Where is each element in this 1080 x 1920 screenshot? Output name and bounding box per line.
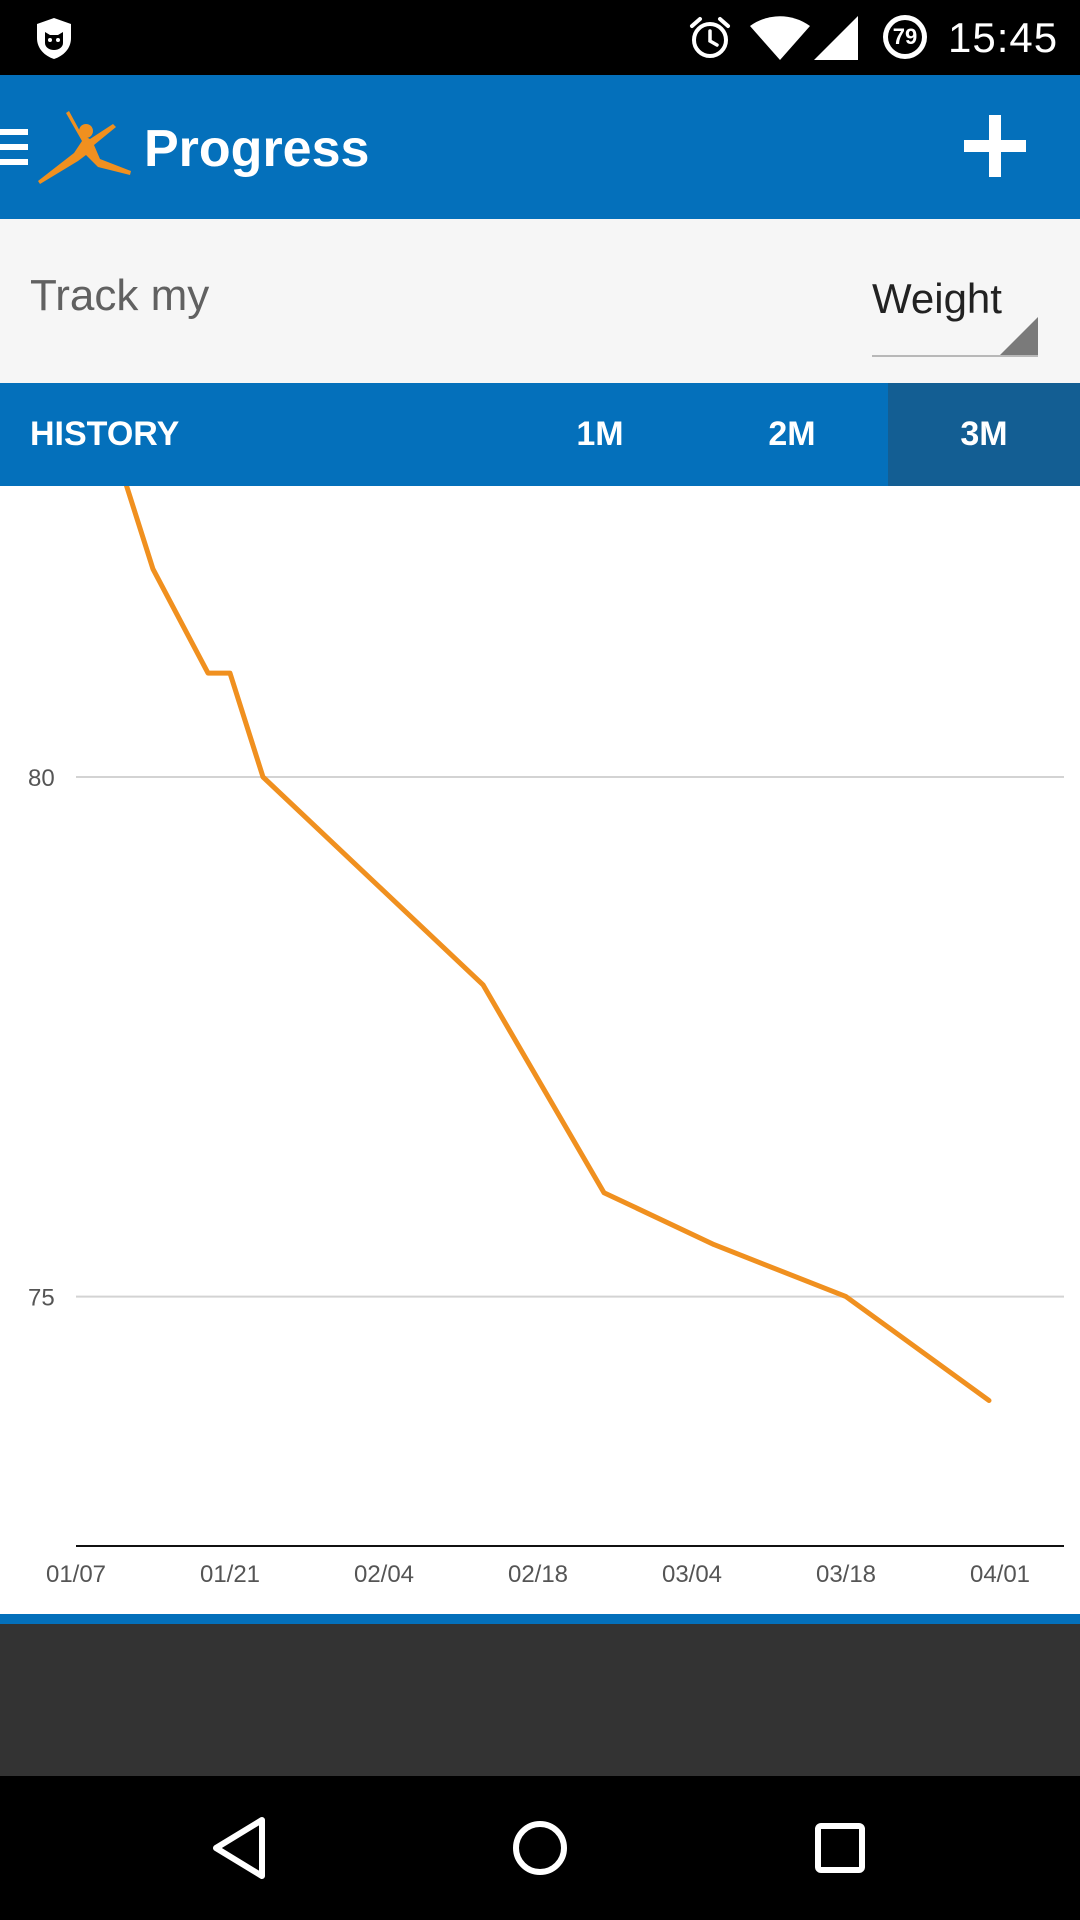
recents-icon[interactable] (802, 1810, 878, 1886)
track-label: Track my (30, 271, 210, 320)
shield-icon (37, 18, 71, 59)
status-time: 15:45 (948, 14, 1059, 61)
period-tabs: HISTORY 1M 2M 3M (0, 383, 1080, 486)
alarm-icon (690, 17, 730, 58)
add-button[interactable] (962, 113, 1028, 179)
bottom-panel (0, 1624, 1080, 1776)
x-tick-label: 03/18 (816, 1561, 876, 1588)
bottom-divider (0, 1614, 1080, 1624)
track-row: Track my Weight (0, 219, 1080, 383)
logo-icon (38, 111, 131, 184)
app-bar: Progress (0, 75, 1080, 219)
battery-level: 79 (892, 24, 918, 49)
y-tick-label: 80 (28, 765, 55, 792)
back-icon[interactable] (202, 1810, 278, 1886)
signal-icon (814, 16, 858, 60)
home-icon[interactable] (502, 1810, 578, 1886)
page-title: Progress (144, 120, 370, 178)
x-tick-label: 02/18 (508, 1561, 568, 1588)
navigation-bar (0, 1776, 1080, 1920)
track-select-value: Weight (872, 275, 1002, 322)
chart-svg: 80 75 01/07 01/21 02/04 02/18 03/04 03/18 04/01 (28, 486, 1064, 1588)
battery-icon (883, 15, 927, 59)
track-select[interactable]: Weight (872, 275, 1038, 357)
series-line (123, 486, 992, 1403)
x-tick-label: 03/04 (662, 1561, 722, 1588)
tab-history[interactable]: HISTORY (30, 415, 180, 453)
x-tick-label: 01/21 (200, 1561, 260, 1588)
tab-2m[interactable]: 2M (768, 415, 816, 453)
dropdown-arrow-icon (1000, 317, 1038, 355)
y-tick-label: 75 (28, 1285, 55, 1312)
x-tick-label: 04/01 (970, 1561, 1030, 1588)
wifi-icon (750, 16, 810, 60)
x-tick-label: 02/04 (354, 1561, 414, 1588)
status-bar: 79 15:45 (0, 0, 1080, 75)
tab-3m[interactable]: 3M (888, 383, 1080, 486)
weight-chart: 80 75 01/07 01/21 02/04 02/18 03/04 03/18 04/01 (0, 486, 1080, 1616)
x-tick-label: 01/07 (46, 1561, 106, 1588)
menu-icon[interactable] (0, 127, 30, 167)
tab-1m[interactable]: 1M (576, 415, 624, 453)
